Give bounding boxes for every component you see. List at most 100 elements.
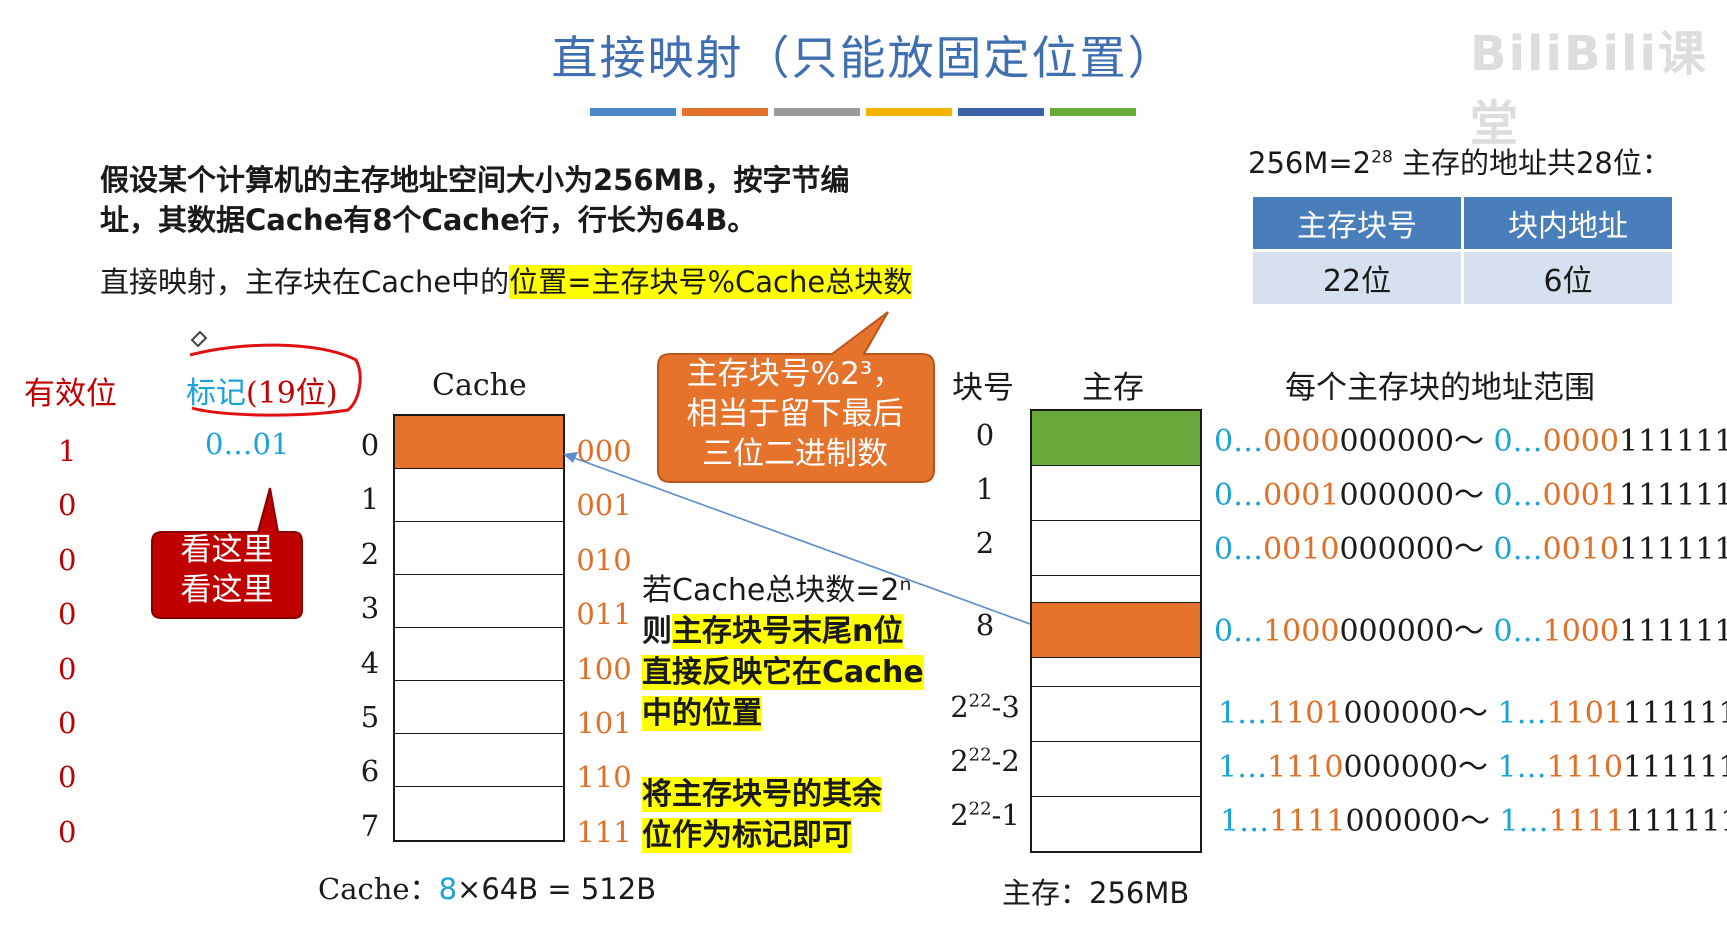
note1-line-1: 若Cache总块数=2ⁿ [642,573,912,608]
cache-line-7 [395,787,563,840]
title-color-bars [590,108,1136,116]
cache-line-index: 5 [360,700,380,735]
valid-bit: 0 [58,760,77,795]
mem-block-no-pow: 222-3 [950,690,1020,724]
addr-value-offset: 6位 [1461,249,1675,307]
note-block-2: 将主存块号的其余 位作为标记即可 [642,774,882,856]
addr-value-block: 22位 [1250,249,1464,307]
cache-line-4 [395,628,563,681]
mem-block-8 [1032,603,1200,658]
valid-bit: 0 [58,597,77,632]
cache-line-binary: 000 [576,434,632,468]
cache-line-2 [395,522,563,575]
address-range-row: 0…0001000000～ 0…0001111111 [1214,478,1727,513]
cache-caption-count: 8 [438,872,458,906]
block-number-header: 块号 [952,370,1014,406]
cache-line-binary: 001 [576,488,632,523]
cache-line-index: 4 [360,645,380,680]
intro-line-2: 址，其数据Cache有8个Cache行，行长为64B。 [100,203,757,237]
cache-line-index: 6 [360,754,380,789]
cache-caption: Cache：8×64B = 512B [318,866,656,908]
tag-header: 标记(19位) [186,368,338,412]
note2-line-1: 将主存块号的其余 [642,777,882,812]
mapping-rule: 直接映射，主存块在Cache中的位置=主存块号%Cache总块数 [100,262,913,302]
memory-header: 主存 [1082,370,1144,406]
valid-bit: 0 [58,706,77,741]
hand-drawn-circle [189,330,362,417]
cache-label: Cache [432,368,527,403]
mem-block-no: 0 [975,418,995,452]
valid-bit: 0 [58,651,77,686]
note1-line-3: 直接反映它在Cache [642,652,924,693]
cache-line-binary: 110 [576,760,632,795]
cache-line-0 [395,416,563,469]
mem-gap-1 [1032,576,1200,603]
valid-bit-header: 有效位 [24,376,117,412]
note2-line-2: 位作为标记即可 [642,818,852,853]
page-title: 直接映射（只能放固定位置） [551,31,1176,85]
cache-line-3 [395,575,563,628]
note1-highlight-2: 直接反映它在Cache [642,655,924,690]
mem-block-1 [1032,466,1200,521]
address-range-row: 0…0000000000～ 0…0000111111 [1214,424,1727,459]
address-format-table: 主存块号 块内地址 22位 6位 [1250,194,1675,307]
pencil-icon [190,330,208,348]
watermark-logo: BiliBili课堂 [1470,26,1708,152]
look-here-line-2: 看这里 [180,572,274,608]
rule-prefix: 直接映射，主存块在Cache中的 [100,265,510,299]
cache-line-1 [395,469,563,522]
cache-line-binary: 011 [576,597,632,632]
addr-header-offset: 块内地址 [1461,194,1675,252]
cache-line-index: 0 [360,428,380,462]
cache-line-binary: 010 [576,542,632,577]
tag-value-row0: 0…01 [205,427,290,461]
note1-highlight-3: 中的位置 [642,696,762,731]
cache-index-column: 0 1 2 3 4 5 6 7 [350,418,390,853]
mod-bubble-line-3: 三位二进制数 [702,436,888,472]
mem-block-no-pow: 222-1 [950,798,1020,832]
intro-line-1: 假设某个计算机的主存地址空间大小为256MB，按字节编 [100,163,850,197]
cache-line-6 [395,734,563,787]
memory-caption: 主存：256MB [1002,876,1190,910]
address-range-row: 1…1110000000～ 1…1110111111 [1218,750,1727,785]
note1-line-2: 则主存块号末尾n位 [642,611,924,652]
mem-block-last-1 [1032,797,1200,851]
addr-title-suffix: 主存的地址共28位： [1392,146,1671,180]
mem-block-2 [1032,521,1200,576]
valid-bit: 0 [58,814,77,849]
cache-block-diagram [393,414,565,842]
mod-bubble: 主存块号%2³， 相当于留下最后 三位二进制数 [660,354,930,474]
mem-block-no: 1 [975,472,995,506]
mem-block-no-pow: 222-2 [950,744,1020,778]
look-here-line-1: 看这里 [180,532,274,568]
address-range-row: 1…1101000000～ 1…1101111111 [1218,696,1727,731]
cache-binary-column: 000 001 010 011 100 101 110 111 [574,424,634,859]
note1-line-4: 中的位置 [642,693,924,734]
cache-line-index: 3 [360,591,380,626]
addr-title-exp: 28 [1371,147,1393,168]
mod-bubble-line-1: 主存块号%2³， [686,356,904,392]
mem-gap-2 [1032,658,1200,687]
note1-highlight-1: 主存块号末尾n位 [672,614,904,649]
memory-block-diagram [1030,409,1202,853]
cache-line-index: 7 [360,808,380,843]
cache-line-index: 1 [360,482,380,517]
valid-bit-column: 1 0 0 0 0 0 0 0 [58,424,76,859]
valid-bit: 0 [58,542,77,577]
note-block-1: 若Cache总块数=2ⁿ 则主存块号末尾n位 直接反映它在Cache 中的位置 [642,570,924,734]
address-range-row: 1…1111000000～ 1…1111111111 [1220,804,1727,839]
cache-line-index: 2 [360,536,380,571]
addr-title-base: 256M=2 [1248,146,1372,180]
mem-block-last-3 [1032,687,1200,742]
address-range-row: 0…0010000000～ 0…0010111111 [1214,532,1727,567]
mem-block-last-2 [1032,742,1200,797]
look-here-bubble: 看这里 看这里 [152,530,302,610]
valid-bit: 0 [58,488,77,523]
mod-bubble-line-2: 相当于留下最后 [686,396,904,432]
cache-line-5 [395,681,563,734]
cache-line-binary: 101 [576,706,632,741]
intro-paragraph: 假设某个计算机的主存地址空间大小为256MB，按字节编 址，其数据Cache有8… [100,160,960,240]
mem-block-0 [1032,411,1200,466]
valid-bit: 1 [58,434,77,468]
addr-header-block: 主存块号 [1250,194,1464,252]
